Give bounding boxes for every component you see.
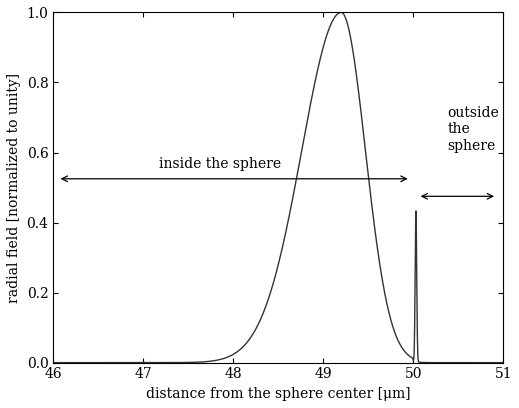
Y-axis label: radial field [normalized to unity]: radial field [normalized to unity] [7,73,21,303]
Text: inside the sphere: inside the sphere [159,157,281,171]
X-axis label: distance from the sphere center [μm]: distance from the sphere center [μm] [146,387,411,401]
Text: outside
the
sphere: outside the sphere [447,106,499,153]
